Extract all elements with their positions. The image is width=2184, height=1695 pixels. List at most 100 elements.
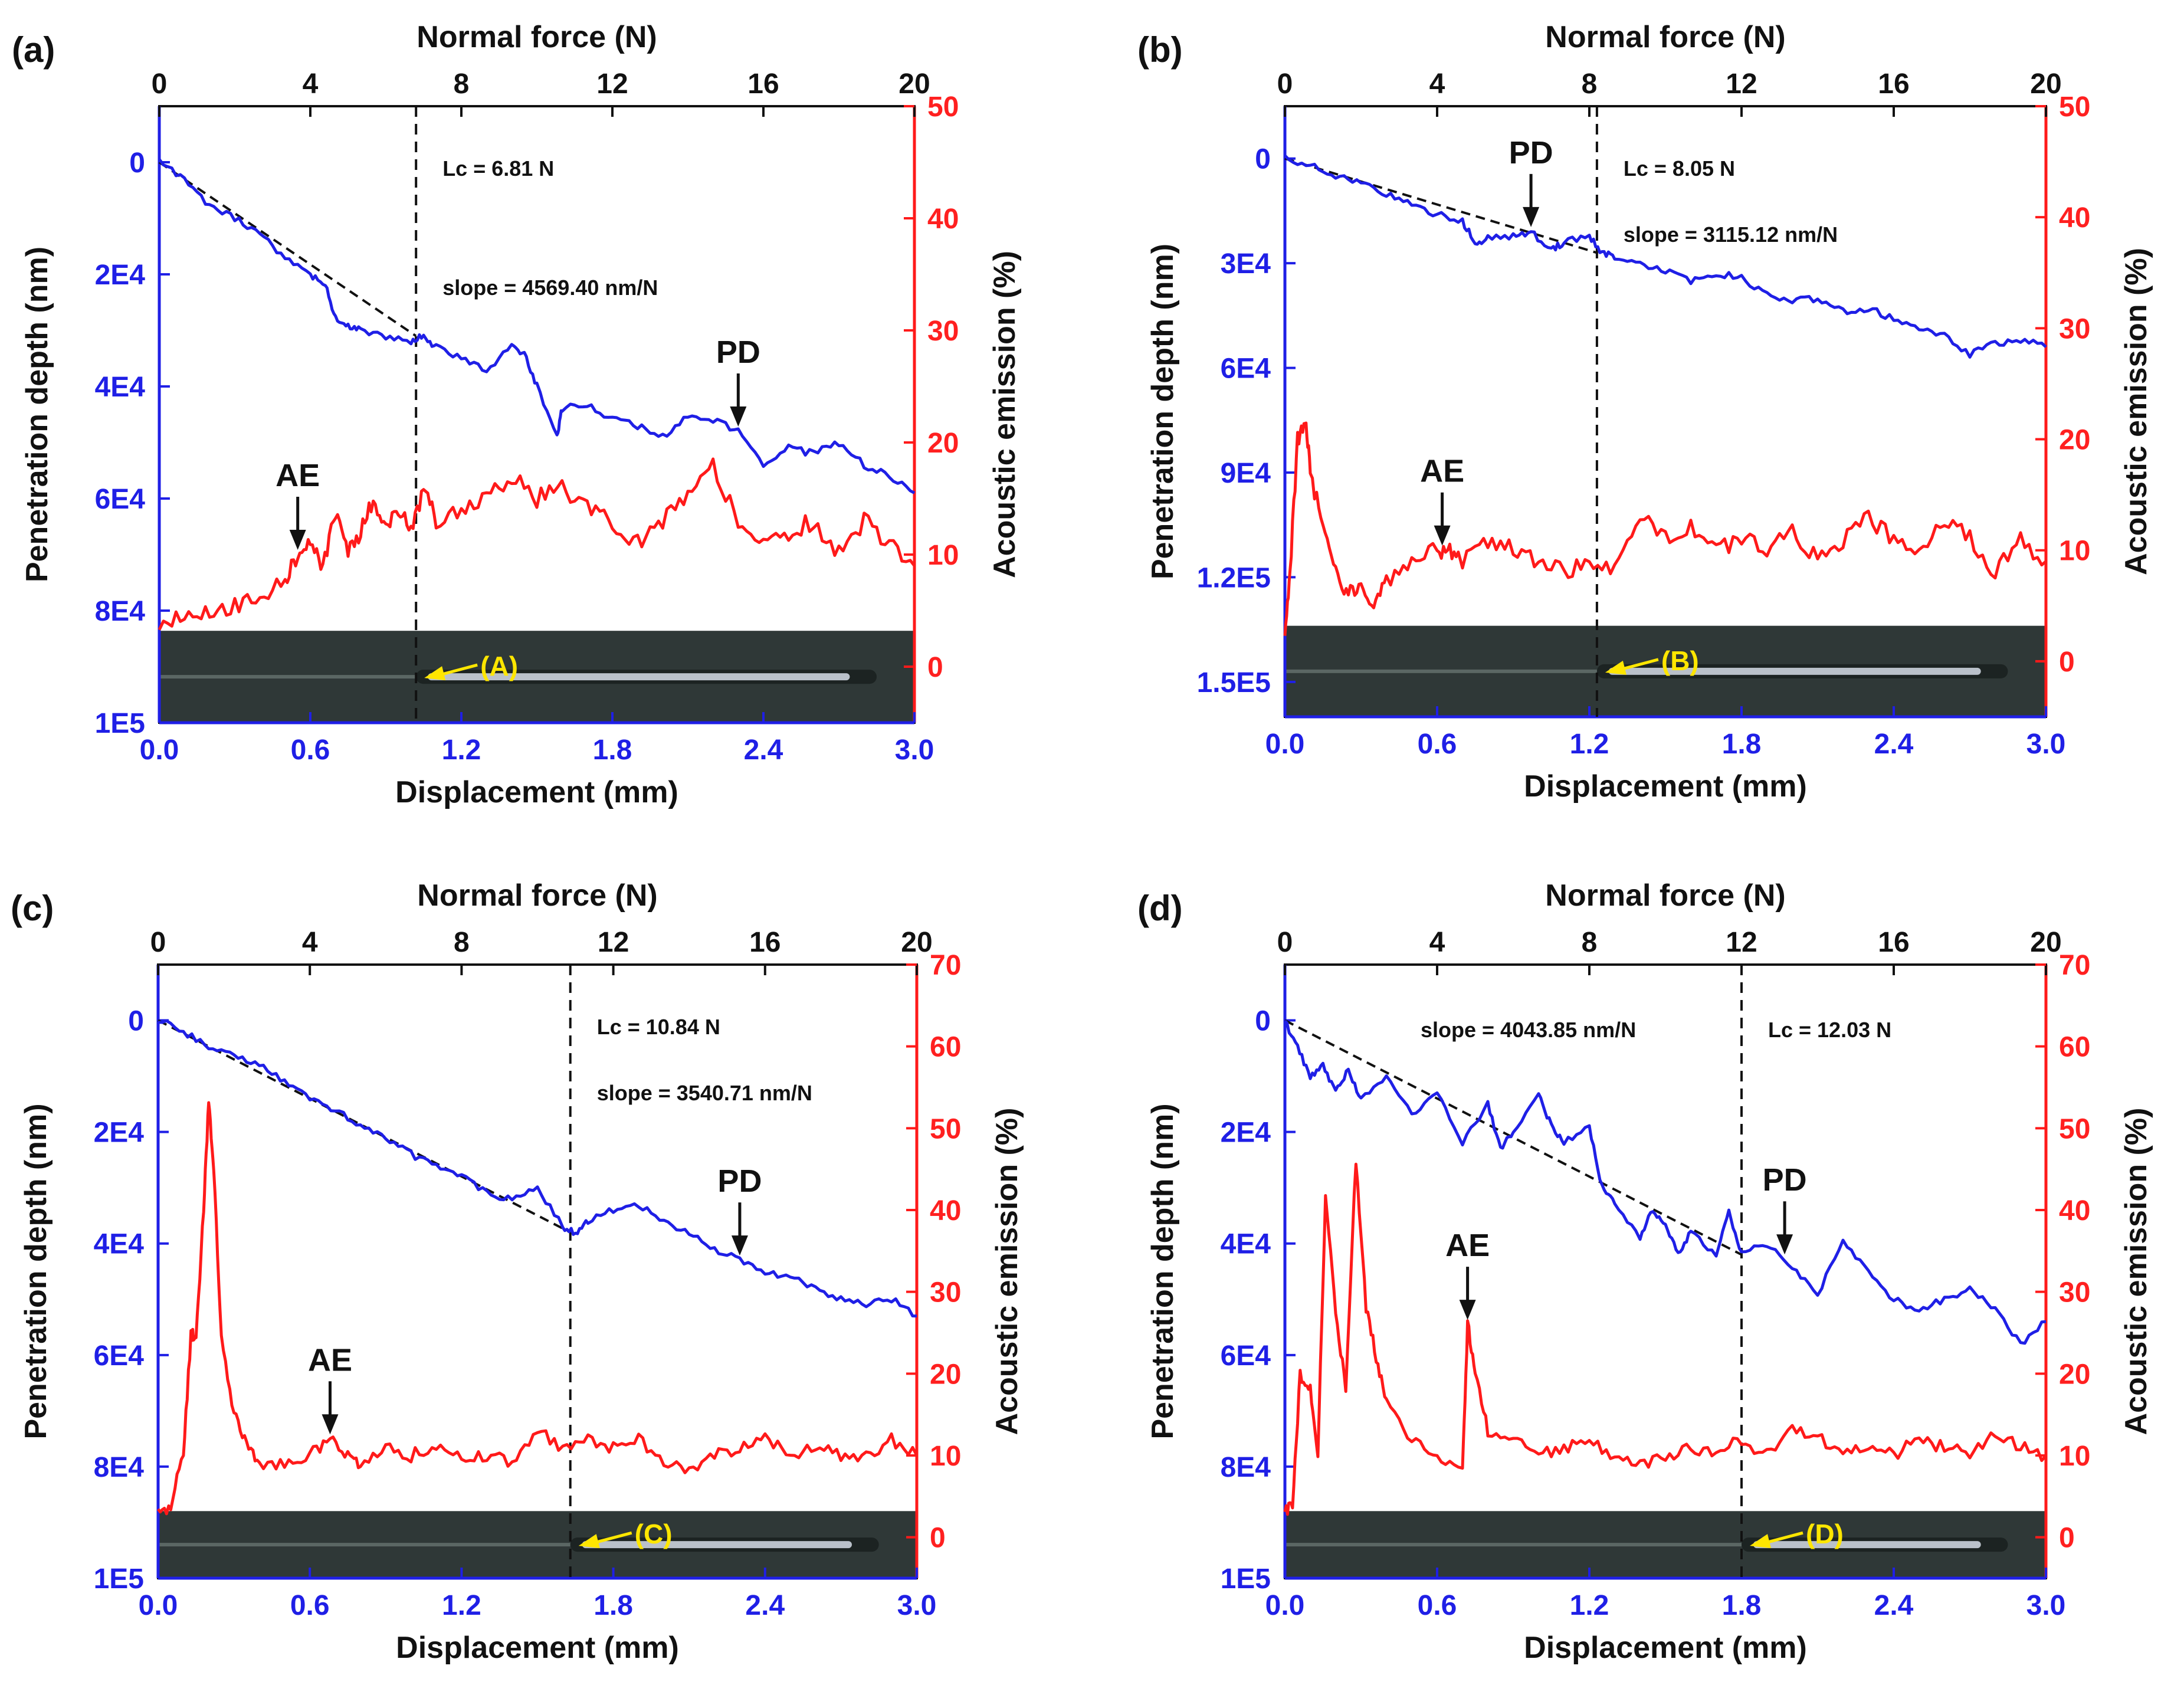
y2-axis-title: Acoustic emission (%) [990,1108,1024,1435]
x2-tick-label: 8 [1582,68,1598,100]
y-axis-title: Penetration depth (nm) [19,1103,53,1439]
x-tick-label: 1.2 [1570,729,1609,760]
y2-tick-label: 50 [2059,1113,2090,1145]
x-axis-title: Displacement (mm) [395,775,678,809]
x2-tick-label: 4 [303,68,319,100]
x2-tick-label: 20 [898,68,930,100]
strip-label: (A) [480,651,518,681]
panel-label: (d) [1137,889,1183,928]
y-tick-label: 2E4 [95,260,146,291]
y-tick-label: 1.5E5 [1197,667,1271,699]
y2-tick-label: 10 [927,540,959,571]
y2-tick-label: 0 [930,1523,946,1554]
y2-tick-label: 60 [930,1032,961,1063]
x2-tick-label: 4 [1429,68,1445,100]
x2-tick-label: 20 [901,927,932,958]
y-tick-label: 2E4 [1221,1117,1271,1149]
pd-arrow-head [731,1235,748,1256]
strip-arrow-head [424,666,446,681]
y2-tick-label: 20 [2059,1359,2090,1390]
plot-frame [1284,963,2047,1579]
plot-frame [158,105,916,724]
ae-label: AE [308,1342,352,1378]
x-tick-label: 0.6 [290,1590,330,1621]
pd-label: PD [716,335,760,370]
ae-label: AE [1420,454,1464,489]
x-tick-label: 3.0 [2026,729,2066,760]
y2-tick-label: 0 [2059,647,2075,678]
y-tick-label: 1E5 [1221,1563,1271,1595]
x-axis-title: Displacement (mm) [396,1631,679,1665]
ae-label: AE [276,458,320,493]
x-tick-label: 1.2 [1570,1590,1609,1621]
y-tick-label: 0 [1255,1006,1271,1037]
pd-label: PD [1763,1162,1807,1198]
y-tick-label: 1.2E5 [1197,562,1271,594]
y-tick-label: 1E5 [95,708,145,739]
y2-tick-label: 50 [927,91,959,123]
x-tick-label: 1.8 [1722,1590,1762,1621]
penetration-depth-line [1284,154,2047,359]
penetration-depth-line [158,158,916,494]
x-tick-label: 3.0 [895,735,934,766]
pd-label: PD [717,1163,762,1199]
y-tick-label: 8E4 [1221,1452,1271,1483]
x-tick-label: 3.0 [897,1590,937,1621]
y2-tick-label: 70 [930,950,961,981]
x-tick-label: 0.6 [1418,1590,1457,1621]
x-tick-label: 1.8 [593,735,632,766]
ae-arrow-head [1459,1300,1476,1320]
x-tick-label: 0.0 [1265,1590,1305,1621]
x2-tick-label: 8 [454,927,470,958]
slope-fit-line [158,161,417,337]
x-tick-label: 1.8 [593,1590,633,1621]
lc-annotation: Lc = 10.84 N [597,1015,720,1039]
chart-panel-1: 0.0 0.6 1.2 1.8 2.4 3.0 0 4 8 12 16 20 0 2E4 4E4 6E4 8E4… [12,20,1022,809]
chart-panel-3: 0.0 0.6 1.2 1.8 2.4 3.0 0 4 8 12 16 20 0 2E4 4E4 6E4 8E4… [11,878,1024,1665]
x2-tick-label: 16 [747,68,779,100]
x2-tick-label: 0 [1277,927,1293,958]
acoustic-emission-line [1283,1162,2047,1516]
y2-axis-title: Acoustic emission (%) [2119,248,2153,575]
scratch-track-faint [158,1543,570,1547]
panel-label: (a) [12,30,55,70]
x-axis-title: Displacement (mm) [1524,1631,1807,1665]
x-tick-label: 3.0 [2026,1590,2066,1621]
y-tick-label: 0 [128,1006,144,1037]
y-tick-label: 4E4 [94,1229,145,1260]
strip-arrow-shaft [1762,1531,1803,1545]
y2-tick-label: 30 [930,1277,961,1309]
y-tick-label: 8E4 [95,596,146,627]
ae-arrow-head [289,530,306,550]
y2-axis-title: Acoustic emission (%) [2119,1108,2153,1435]
plot-frame [157,963,918,1579]
scratch-track-faint [1285,1543,1742,1547]
y-tick-label: 4E4 [1221,1229,1271,1260]
pd-label: PD [1509,135,1553,171]
ae-arrow-head [1434,525,1451,546]
y-tick-label: 1E5 [94,1563,144,1595]
pd-arrow-head [730,406,747,427]
y2-tick-label: 10 [2059,1441,2090,1472]
x-tick-label: 0.0 [139,1590,178,1621]
y2-tick-label: 40 [930,1195,961,1227]
panel-label: (b) [1137,30,1183,70]
chart-panel-4: 0.0 0.6 1.2 1.8 2.4 3.0 0 4 8 12 16 20 0 2E4 4E4 6E4 8E4… [1137,878,2153,1665]
lc-annotation: Lc = 12.03 N [1768,1018,1891,1042]
y-axis-title: Penetration depth (nm) [1146,1103,1180,1439]
acoustic-emission-line [1283,421,2047,636]
ae-label: AE [1445,1228,1490,1263]
scratch-track-bright [1753,1541,1981,1549]
lc-annotation: Lc = 8.05 N [1624,156,1735,181]
y2-tick-label: 30 [2059,313,2090,345]
scratch-track-bright [1608,667,1981,675]
x-tick-label: 2.4 [745,1590,785,1621]
ae-arrow-head [322,1414,339,1435]
x2-tick-label: 0 [1277,68,1293,100]
y-axis-title: Penetration depth (nm) [1146,244,1180,579]
x-tick-label: 2.4 [1874,1590,1914,1621]
strip-arrow-head [1605,660,1626,675]
slope-fit-line [1284,157,1598,254]
x2-tick-label: 4 [1429,927,1445,958]
